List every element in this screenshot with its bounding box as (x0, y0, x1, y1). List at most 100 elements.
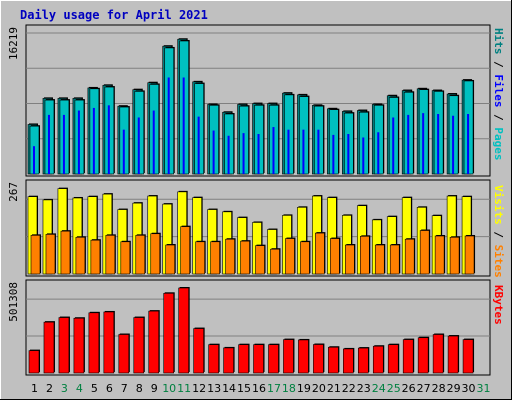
day-label: 6 (106, 382, 113, 395)
bar-sites (240, 240, 251, 275)
bar-files (62, 114, 65, 174)
bar-files (467, 114, 470, 174)
bar-files (182, 77, 185, 174)
bar-files (47, 114, 50, 174)
day-label: 23 (357, 382, 371, 395)
bar-files (33, 146, 35, 174)
legend-entry: KBytes (492, 285, 505, 325)
bar-kbytes (298, 338, 310, 374)
bar-files (212, 130, 215, 174)
day-label: 7 (121, 382, 128, 395)
bar-sites (30, 234, 41, 275)
bar-files (437, 114, 440, 174)
day-label: 13 (207, 382, 221, 395)
bar-files (197, 116, 200, 174)
bar-kbytes (328, 346, 340, 374)
panel-legend: Hits / Files / Pages (492, 28, 505, 161)
bar-sites (150, 232, 161, 275)
bar-kbytes (88, 311, 100, 374)
bar-sites (374, 244, 386, 275)
day-label: 1 (31, 382, 38, 395)
bar-sites (330, 237, 341, 275)
bar-pages (119, 106, 130, 175)
day-label: 31 (477, 382, 491, 395)
bar-sites (90, 239, 101, 275)
bar-kbytes (372, 345, 385, 374)
x-axis-day-labels: 1 2 3 4 5 6 7 8 9 10 11 12 13 14 15 16 17 18 19 20 21 22 23 24 2… (31, 382, 491, 395)
bar-files (452, 115, 455, 174)
chart-title: Daily usage for April 2021 (20, 8, 208, 22)
bar-kbytes (357, 347, 370, 374)
bar-kbytes (58, 316, 70, 374)
bar-files (257, 134, 260, 174)
panel-visits_sites: 267 Visits / Sites (7, 179, 505, 278)
bar-sites (449, 236, 461, 275)
panel-legend: Visits / Sites (492, 185, 505, 278)
bar-files (272, 127, 275, 174)
day-label: 21 (327, 382, 341, 395)
panel-max-label: 267 (7, 182, 20, 202)
bar-kbytes (118, 333, 130, 374)
day-label: 29 (447, 382, 461, 395)
bar-sites (105, 234, 116, 275)
bar-files (242, 133, 245, 174)
bar-sites (165, 244, 176, 275)
day-label: 26 (402, 382, 416, 395)
bar-files (122, 129, 125, 174)
bar-kbytes (462, 338, 475, 374)
bar-sites (135, 234, 146, 275)
bar-sites (419, 229, 431, 275)
panel-max-label: 16219 (7, 27, 20, 60)
bar-kbytes (387, 343, 400, 374)
panel-kbytes: 501308 KBytes (7, 279, 505, 376)
bar-kbytes (133, 316, 145, 374)
day-label: 20 (312, 382, 326, 395)
day-label: 25 (387, 382, 401, 395)
bar-sites (195, 240, 206, 275)
bar-files (332, 134, 335, 174)
bar-kbytes (283, 338, 295, 374)
legend-entry: / (492, 225, 505, 245)
day-label: 10 (162, 382, 176, 395)
day-label: 14 (222, 382, 236, 395)
day-label: 12 (192, 382, 206, 395)
day-label: 28 (432, 382, 446, 395)
day-label: 18 (282, 382, 296, 395)
legend-entry: / (492, 55, 505, 75)
bar-files (167, 77, 170, 174)
day-label: 17 (267, 382, 281, 395)
bar-files (377, 132, 380, 174)
legend-entry: Visits (492, 185, 505, 225)
day-label: 8 (136, 382, 143, 395)
bar-files (407, 114, 410, 174)
bar-kbytes (417, 336, 430, 374)
day-label: 27 (417, 382, 431, 395)
bar-sites (45, 233, 56, 275)
bar-files (392, 117, 395, 174)
bar-kbytes (148, 310, 160, 374)
bar-kbytes (208, 343, 220, 374)
bar-sites (404, 238, 416, 275)
bar-files (152, 110, 155, 174)
chart-panels: 16219 Hits / Files / Pages 267 Visits / Sit… (7, 24, 505, 376)
bar-kbytes (43, 321, 55, 374)
bar-sites (315, 232, 326, 275)
day-label: 22 (342, 382, 356, 395)
bar-kbytes (103, 310, 115, 374)
day-label: 4 (76, 382, 83, 395)
day-label: 3 (61, 382, 68, 395)
bar-kbytes (178, 287, 190, 374)
bar-sites (434, 234, 446, 275)
bar-files (317, 129, 320, 174)
bar-files (227, 135, 230, 174)
bar-sites (225, 238, 236, 275)
legend-entry: / (492, 108, 505, 128)
bar-files (422, 113, 425, 174)
day-label: 2 (46, 382, 53, 395)
bar-sites (389, 244, 401, 275)
bar-files (107, 105, 110, 174)
bar-files (287, 129, 290, 174)
bar-kbytes (253, 343, 265, 374)
legend-entry: Hits (492, 28, 505, 55)
